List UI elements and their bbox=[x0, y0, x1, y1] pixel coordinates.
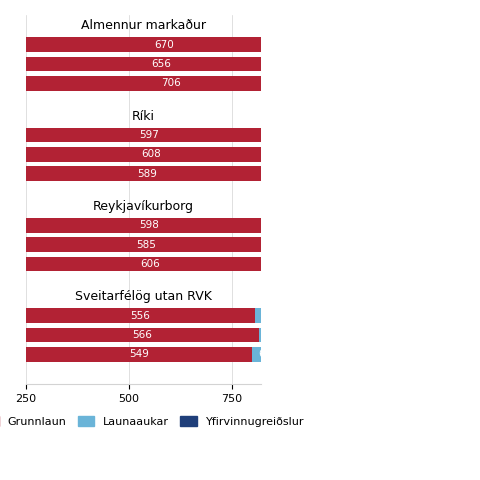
Legend: Grunnlaun, Launaaukar, Yfirvinnugreiðslur: Grunnlaun, Launaaukar, Yfirvinnugreiðslu… bbox=[0, 412, 309, 432]
Bar bbox=[25, 218, 272, 233]
Text: 556: 556 bbox=[130, 311, 150, 321]
Text: 706: 706 bbox=[161, 78, 181, 88]
Text: 80: 80 bbox=[278, 168, 291, 179]
Bar bbox=[313, 128, 357, 143]
Bar bbox=[272, 128, 313, 143]
Text: 67: 67 bbox=[309, 168, 322, 179]
Text: 585: 585 bbox=[136, 240, 156, 250]
Text: 144: 144 bbox=[287, 240, 307, 250]
Text: Ríki: Ríki bbox=[132, 110, 155, 123]
Bar bbox=[25, 308, 255, 323]
Text: 549: 549 bbox=[129, 349, 149, 360]
Text: 33: 33 bbox=[321, 220, 335, 230]
Bar bbox=[276, 147, 329, 162]
Text: 74: 74 bbox=[317, 330, 330, 340]
Text: 598: 598 bbox=[139, 220, 159, 230]
Bar bbox=[318, 257, 327, 272]
Bar bbox=[25, 37, 302, 52]
Text: 26: 26 bbox=[277, 349, 290, 360]
Bar bbox=[25, 257, 276, 272]
Bar bbox=[25, 166, 268, 181]
Bar bbox=[317, 76, 382, 91]
Text: Sveitarfélög utan RVK: Sveitarfélög utan RVK bbox=[75, 290, 212, 303]
Text: 127: 127 bbox=[293, 149, 312, 159]
Bar bbox=[278, 347, 289, 362]
Text: Reykjavíkurborg: Reykjavíkurborg bbox=[93, 200, 193, 213]
Bar bbox=[272, 218, 321, 233]
Text: 119: 119 bbox=[274, 330, 294, 340]
Bar bbox=[259, 328, 308, 342]
Bar bbox=[326, 237, 348, 252]
Bar bbox=[302, 37, 393, 52]
Text: 608: 608 bbox=[141, 149, 161, 159]
Text: 85: 85 bbox=[266, 311, 279, 321]
Bar bbox=[321, 218, 335, 233]
Text: 106: 106 bbox=[325, 130, 345, 140]
Text: 670: 670 bbox=[154, 39, 174, 49]
Text: 606: 606 bbox=[141, 259, 160, 269]
Text: 20: 20 bbox=[379, 78, 392, 88]
Text: 100: 100 bbox=[283, 130, 302, 140]
Text: 589: 589 bbox=[137, 168, 157, 179]
Text: 103: 103 bbox=[287, 259, 307, 269]
Bar bbox=[276, 257, 318, 272]
Text: 52: 52 bbox=[330, 240, 344, 250]
Text: 63: 63 bbox=[258, 349, 272, 360]
Text: Almennur markaður: Almennur markaður bbox=[81, 19, 205, 32]
Bar bbox=[290, 308, 308, 323]
Bar bbox=[25, 147, 276, 162]
Bar bbox=[329, 147, 394, 162]
Bar bbox=[255, 308, 290, 323]
Bar bbox=[25, 328, 259, 342]
Text: 157: 157 bbox=[339, 78, 359, 88]
Bar bbox=[25, 57, 296, 72]
Text: 597: 597 bbox=[139, 130, 158, 140]
Bar bbox=[308, 328, 339, 342]
Text: 158: 158 bbox=[351, 149, 371, 159]
Bar bbox=[301, 166, 329, 181]
Text: 22: 22 bbox=[316, 259, 329, 269]
Bar bbox=[268, 166, 301, 181]
Text: 246: 246 bbox=[337, 59, 357, 69]
Text: 44: 44 bbox=[292, 311, 306, 321]
Text: 118: 118 bbox=[287, 220, 307, 230]
Bar bbox=[25, 76, 317, 91]
Bar bbox=[252, 347, 278, 362]
Bar bbox=[25, 128, 272, 143]
Bar bbox=[267, 237, 326, 252]
Text: 656: 656 bbox=[151, 59, 171, 69]
Text: 221: 221 bbox=[337, 39, 358, 49]
Bar bbox=[296, 57, 397, 72]
Bar bbox=[382, 76, 390, 91]
Bar bbox=[25, 347, 252, 362]
Text: 566: 566 bbox=[132, 330, 152, 340]
Bar bbox=[25, 237, 267, 252]
